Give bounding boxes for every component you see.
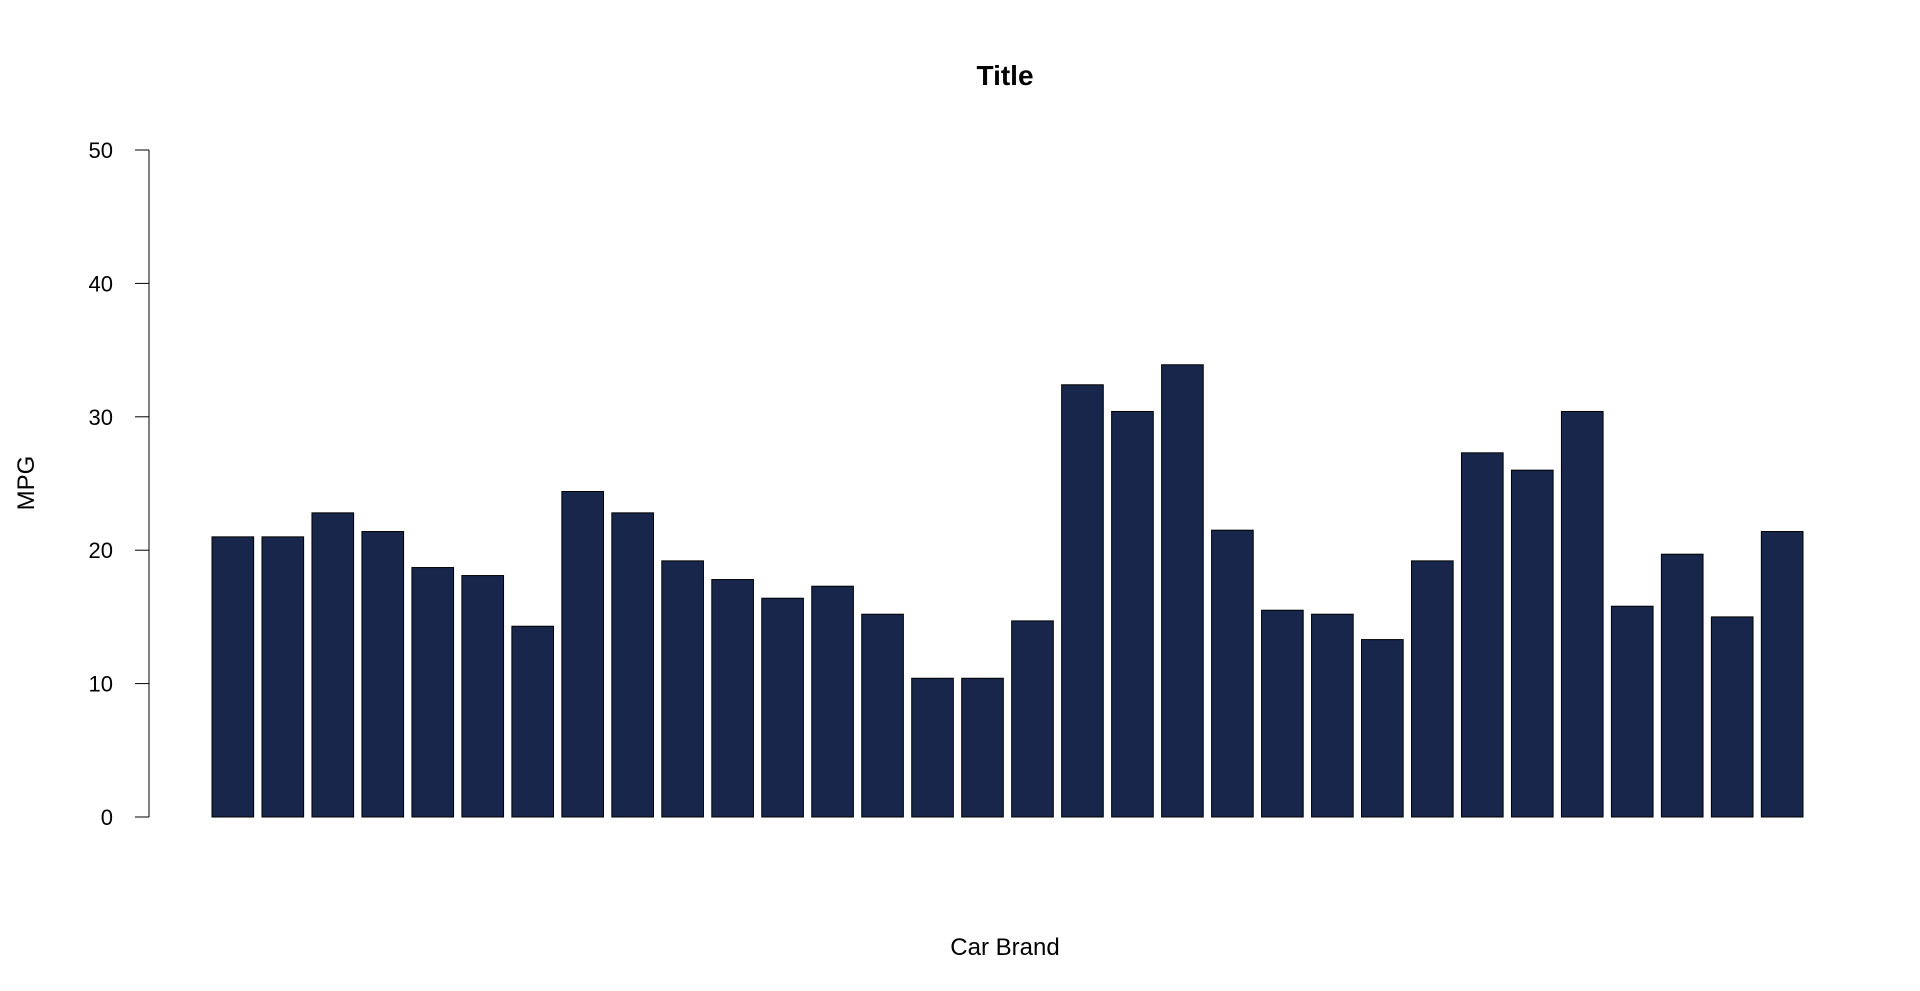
bar <box>361 531 405 818</box>
y-tick-label: 30 <box>89 405 113 430</box>
bar <box>1011 620 1054 818</box>
bar <box>1411 560 1454 818</box>
bar <box>211 536 255 818</box>
bar <box>511 625 555 818</box>
bar <box>461 575 505 818</box>
y-tick-label: 10 <box>89 672 113 697</box>
bar <box>911 677 954 818</box>
bar <box>1261 609 1304 818</box>
bar <box>711 579 754 818</box>
bar <box>961 677 1004 818</box>
bar <box>861 613 904 818</box>
bar <box>1111 410 1154 818</box>
bar <box>811 585 854 818</box>
y-tick-label: 20 <box>89 538 113 563</box>
bar <box>761 597 804 818</box>
chart-title: Title <box>976 60 1033 91</box>
bar <box>661 560 704 818</box>
y-tick-label: 50 <box>89 138 113 163</box>
bar <box>1361 639 1404 818</box>
bar <box>1211 529 1254 818</box>
bar <box>1660 553 1704 818</box>
bar <box>1760 531 1804 818</box>
bar <box>1061 384 1104 818</box>
bar <box>1560 410 1604 818</box>
bar <box>1161 364 1204 818</box>
bar <box>1510 469 1554 818</box>
y-axis-label: MPG <box>13 456 40 511</box>
bar <box>311 512 355 818</box>
bar <box>261 536 305 818</box>
bar <box>611 512 654 818</box>
y-axis: 0 10 20 30 40 50 <box>89 138 150 830</box>
bar <box>1610 605 1654 818</box>
bar <box>1311 613 1354 818</box>
x-axis-label: Car Brand <box>950 934 1059 961</box>
bar <box>411 567 455 818</box>
bars-group <box>211 364 1804 818</box>
y-tick-label: 40 <box>89 271 113 296</box>
bar <box>1710 616 1754 818</box>
bar <box>561 491 604 818</box>
bar <box>1460 452 1504 818</box>
y-tick-label: 0 <box>101 805 113 830</box>
